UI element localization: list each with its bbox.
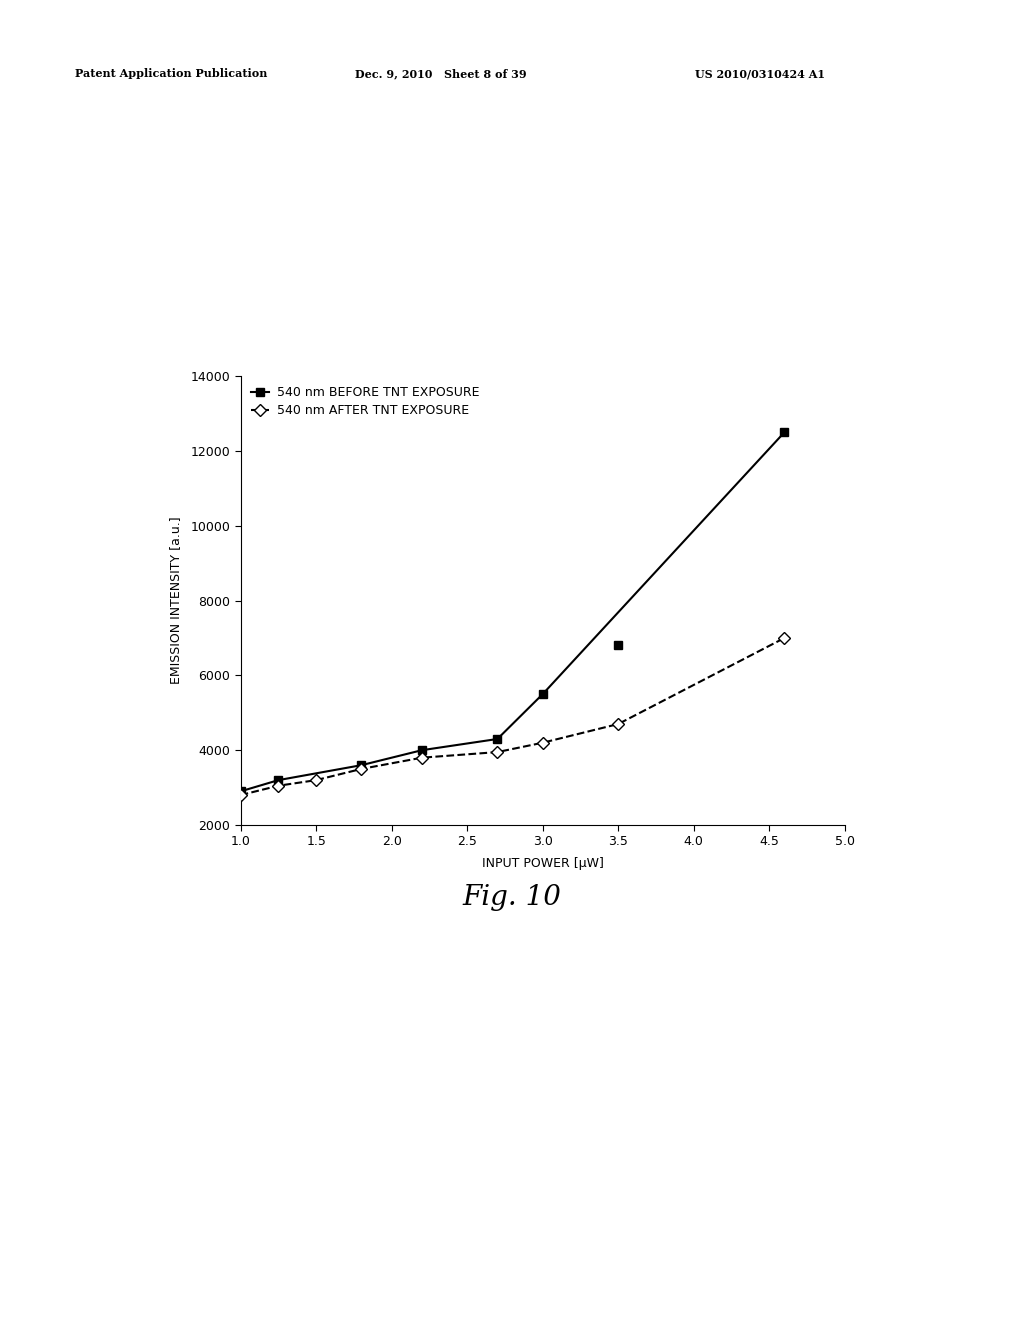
Text: Patent Application Publication: Patent Application Publication [75, 69, 267, 79]
X-axis label: INPUT POWER [μW]: INPUT POWER [μW] [481, 857, 604, 870]
Y-axis label: EMISSION INTENSITY [a.u.]: EMISSION INTENSITY [a.u.] [169, 517, 182, 684]
Text: Dec. 9, 2010   Sheet 8 of 39: Dec. 9, 2010 Sheet 8 of 39 [355, 69, 527, 79]
Text: Fig. 10: Fig. 10 [463, 884, 561, 911]
Text: US 2010/0310424 A1: US 2010/0310424 A1 [695, 69, 825, 79]
Legend: 540 nm BEFORE TNT EXPOSURE, 540 nm AFTER TNT EXPOSURE: 540 nm BEFORE TNT EXPOSURE, 540 nm AFTER… [247, 383, 483, 421]
